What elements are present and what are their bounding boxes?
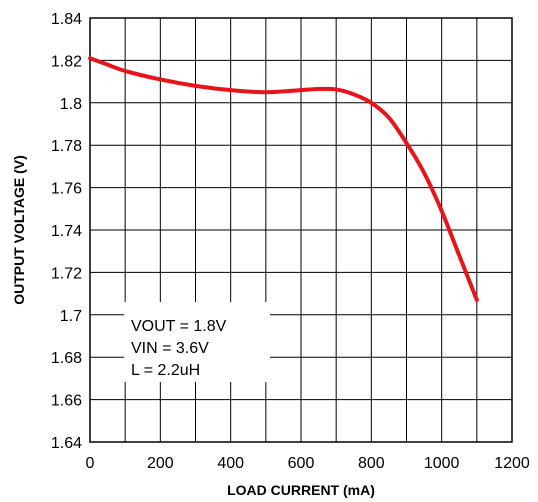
- y-tick-label: 1.8: [60, 96, 82, 113]
- y-tick-label: 1.74: [51, 223, 82, 240]
- annotation-line-inductor: L = 2.2uH: [131, 362, 200, 379]
- x-tick-label: 400: [217, 455, 244, 472]
- x-tick-label: 1200: [494, 455, 530, 472]
- y-tick-label: 1.66: [51, 393, 82, 410]
- x-tick-label: 1000: [424, 455, 460, 472]
- annotation-line-vin: VIN = 3.6V: [131, 340, 209, 357]
- y-tick-labels: 1.64 1.66 1.68 1.7 1.72 1.74 1.76 1.78 1.8 1.82 1.…: [51, 11, 82, 452]
- x-tick-label: 800: [358, 455, 385, 472]
- plot-frame: [89, 17, 513, 443]
- x-axis-title: LOAD CURRENT (mA): [227, 482, 375, 498]
- annotation-background: [124, 302, 270, 382]
- y-tick-label: 1.82: [51, 53, 82, 70]
- y-tick-label: 1.7: [60, 308, 82, 325]
- y-tick-label: 1.84: [51, 11, 82, 28]
- y-tick-label: 1.76: [51, 181, 82, 198]
- annotation-line-vout: VOUT = 1.8V: [131, 318, 227, 335]
- x-tick-label: 600: [288, 455, 315, 472]
- y-tick-label: 1.78: [51, 138, 82, 155]
- x-tick-label: 200: [147, 455, 174, 472]
- y-tick-label: 1.64: [51, 435, 82, 452]
- annotation-box: VOUT = 1.8V VIN = 3.6V L = 2.2uH: [124, 302, 270, 382]
- x-tick-labels: 0 200 400 600 800 1000 1200: [86, 455, 530, 472]
- y-axis-title: OUTPUT VOLTAGE (V): [11, 155, 27, 305]
- series-line: [88, 56, 479, 302]
- x-tick-label: 0: [86, 455, 95, 472]
- y-tick-label: 1.68: [51, 350, 82, 367]
- y-tick-label: 1.72: [51, 265, 82, 282]
